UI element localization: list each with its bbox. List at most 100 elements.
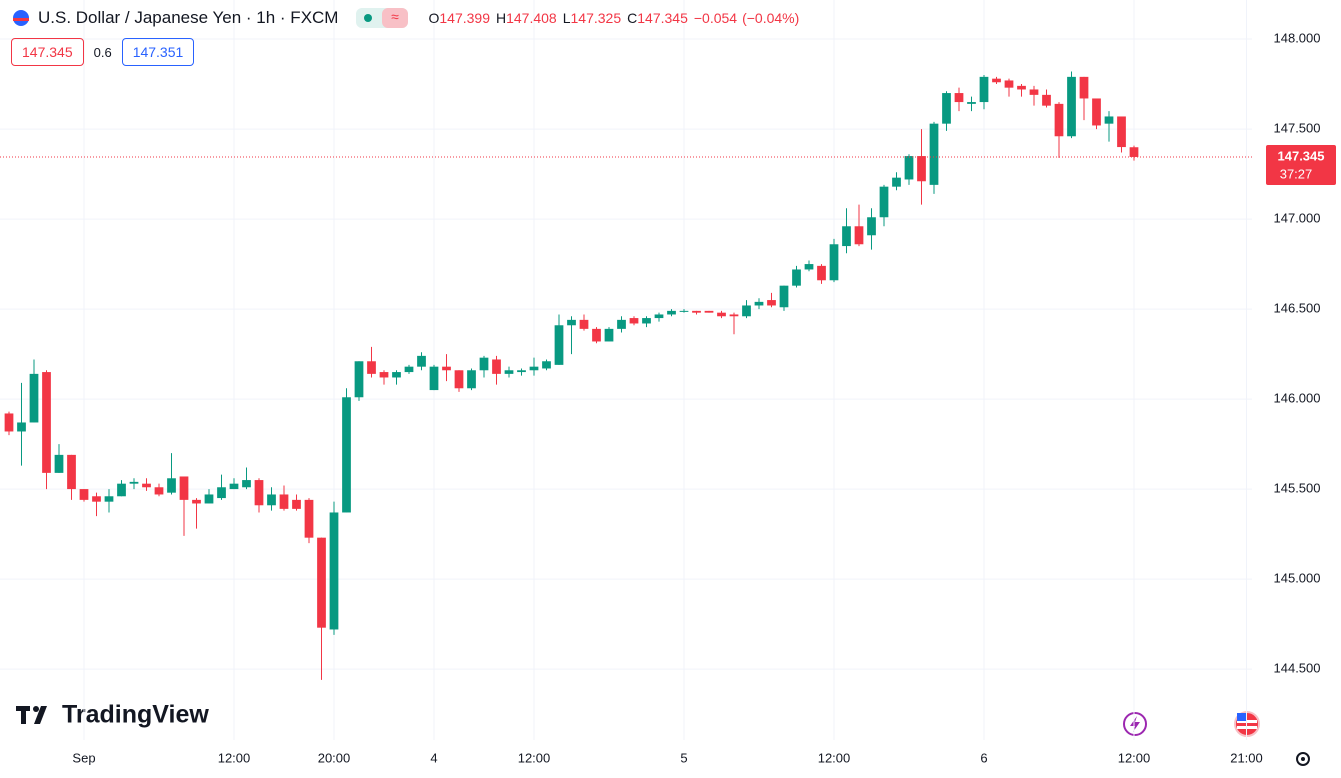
x-tick-label: 5	[680, 750, 687, 765]
candle-body	[867, 217, 876, 236]
lightning-icon[interactable]	[1123, 712, 1147, 736]
x-tick-label: 20:00	[318, 750, 351, 765]
x-tick-label: 12:00	[818, 750, 851, 765]
candle-body	[579, 319, 589, 329]
candle-body	[267, 494, 276, 506]
trade-panel: 147.345 0.6 147.351	[11, 38, 195, 66]
candle-body	[892, 177, 901, 187]
candle-body	[604, 328, 614, 342]
candle-body	[154, 487, 164, 495]
x-tick-label: 12:00	[518, 750, 551, 765]
candle-body	[304, 499, 314, 538]
candle-body	[1029, 89, 1039, 95]
x-tick-label: 4	[430, 750, 437, 765]
title: U.S. Dollar / Japanese Yen · 1h · FXCM	[38, 8, 339, 27]
candle-body	[179, 476, 189, 500]
candle-body	[979, 76, 989, 103]
candle-body	[1042, 94, 1051, 106]
price-axis	[1252, 0, 1341, 778]
price-tag	[1266, 144, 1336, 185]
candle-body	[967, 102, 976, 104]
candle-body	[129, 481, 139, 484]
candle-body	[642, 318, 651, 324]
change: −0.054	[693, 10, 738, 26]
candle-body	[792, 269, 801, 286]
candle-body	[317, 537, 326, 628]
candle-body	[492, 359, 501, 374]
candle-body	[404, 366, 414, 373]
plot: 144.500 145.000 145.500 146.000 146.500 147.0…	[0, 0, 1336, 765]
header: U.S. Dollar / Japanese Yen · 1h · FXCM ≈…	[12, 6, 799, 30]
candle-body	[354, 361, 364, 398]
low-value: 147.325	[570, 10, 622, 26]
candle-body	[429, 366, 439, 391]
candle-body	[817, 265, 826, 281]
candle-body	[254, 480, 264, 506]
candle-body	[17, 422, 26, 432]
candle-body	[192, 499, 201, 504]
candle-body	[292, 499, 301, 509]
candle-body	[654, 314, 664, 319]
close-key: C	[627, 10, 638, 26]
candle-body	[592, 328, 601, 342]
candle-body	[554, 325, 564, 365]
candle-body	[529, 366, 539, 371]
candle-body	[767, 300, 776, 306]
x-tick-label: 12:00	[1118, 750, 1151, 765]
candle-body	[704, 310, 714, 313]
candle-body	[104, 496, 114, 502]
candle-body	[692, 310, 701, 313]
candle-body	[342, 397, 351, 513]
y-tick-label: 146.500	[1274, 301, 1321, 316]
candle-body	[842, 226, 851, 247]
high-value: 147.408	[506, 10, 557, 26]
x-tick-label: Sep	[72, 750, 95, 765]
sell-price[interactable]: 147.345	[11, 38, 84, 66]
candle-body	[829, 244, 839, 281]
candle-body	[917, 156, 926, 182]
y-tick-label: 147.500	[1274, 121, 1321, 136]
candle-body	[67, 454, 76, 490]
candle-body	[667, 310, 676, 315]
candle-body	[54, 454, 64, 473]
spread: 0.6	[93, 44, 112, 60]
indicator-toggle[interactable]: ≈	[356, 8, 409, 28]
candle-body	[204, 494, 214, 504]
candle-body	[1017, 85, 1026, 90]
y-tick-label: 144.500	[1274, 661, 1321, 676]
candle-body	[754, 301, 764, 306]
candle-body	[1104, 116, 1114, 124]
candle-body	[779, 285, 789, 308]
candle-body	[242, 480, 251, 488]
y-tick-label: 147.000	[1274, 211, 1321, 226]
buy-price[interactable]: 147.351	[121, 38, 195, 66]
candle-body	[567, 319, 576, 326]
open-key: O	[428, 10, 440, 26]
candle-body	[854, 226, 864, 245]
candle-body	[29, 373, 39, 423]
high-key: H	[495, 10, 507, 26]
candle-body	[379, 372, 389, 378]
candle-body	[79, 489, 89, 500]
candle-body	[417, 355, 426, 367]
candle-body	[942, 93, 951, 124]
candle-body	[479, 357, 489, 371]
candle-body	[804, 264, 814, 270]
candle-body	[504, 370, 514, 374]
candle-body	[1117, 116, 1126, 148]
y-tick-label: 145.500	[1274, 481, 1321, 496]
candle-body	[454, 370, 464, 389]
x-tick-label: 6	[980, 750, 987, 765]
candle-body	[717, 312, 726, 317]
candle-body	[1067, 76, 1076, 137]
candle-body	[167, 478, 176, 493]
y-tick-label: 148.000	[1274, 30, 1321, 45]
candle-body	[4, 413, 14, 432]
candle-body	[729, 314, 739, 317]
candle-body	[617, 319, 626, 329]
settings-icon[interactable]	[1296, 752, 1310, 766]
candle-body	[992, 78, 1001, 83]
candle-body	[279, 494, 289, 509]
candle-body	[1004, 80, 1014, 88]
